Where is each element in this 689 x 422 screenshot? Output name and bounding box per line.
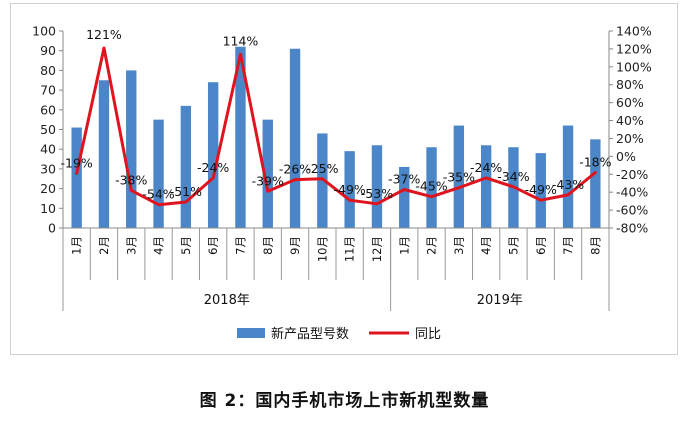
bar (71, 127, 82, 228)
x-tick-label: 7月 (233, 236, 247, 255)
combo-chart: 0 10 20 30 40 50 60 70 80 90 100 -80% -60% -40% -20% 0%… (32, 24, 652, 343)
yoy-data-label: -37% (388, 171, 420, 186)
right-tick-label: 60% (616, 95, 644, 110)
yoy-data-label: -51% (170, 184, 202, 199)
left-tick-label: 10 (40, 201, 56, 216)
yoy-data-label: 114% (223, 33, 259, 48)
x-tick-label: 7月 (561, 236, 575, 255)
left-tick-label: 80 (40, 63, 56, 78)
x-tick-label: 11月 (343, 236, 357, 262)
bar (289, 48, 301, 229)
bar (426, 147, 437, 228)
bar (453, 125, 465, 228)
x-tick-label: 3月 (452, 236, 466, 255)
bar (153, 119, 164, 228)
left-tick-label: 100 (32, 24, 56, 39)
right-tick-label: -60% (616, 203, 648, 218)
yoy-data-label: -49% (334, 182, 366, 197)
yoy-data-label: -34% (497, 169, 529, 184)
bar (344, 151, 355, 228)
x-tick-label: 4月 (479, 236, 493, 255)
yoy-data-label: -19% (61, 155, 93, 170)
yoy-data-label: -53% (361, 186, 393, 201)
x-tick-label: 2月 (97, 236, 111, 255)
yoy-data-label: -18% (579, 154, 611, 169)
yoy-data-label: -35% (443, 170, 475, 185)
legend-line-label: 同比 (415, 327, 441, 342)
yoy-data-label: -25% (306, 161, 338, 176)
yoy-data-label: -24% (197, 160, 229, 175)
yoy-data-label: -49% (525, 182, 557, 197)
left-tick-label: 50 (40, 122, 56, 137)
right-tick-label: -20% (616, 167, 648, 182)
legend-bar-label: 新产品型号数 (271, 326, 349, 342)
left-tick-label: 30 (40, 161, 56, 176)
bar (480, 145, 492, 228)
figure-caption: 图 2：国内手机市场上市新机型数量 (199, 391, 490, 411)
x-tick-label: 12月 (370, 236, 384, 262)
yoy-line (75, 46, 597, 207)
left-tick-label: 60 (40, 102, 56, 117)
x-tick-label: 8月 (588, 236, 602, 255)
bar (590, 139, 601, 228)
left-tick-label: 20 (40, 181, 56, 196)
bar (317, 133, 328, 228)
bar (371, 145, 383, 228)
year-label: 2019年 (477, 293, 523, 308)
x-tick-label: 5月 (179, 236, 193, 255)
yoy-data-label: -26% (279, 162, 311, 177)
x-tick-label: 5月 (506, 236, 520, 255)
right-tick-label: 20% (616, 131, 644, 146)
x-tick-label: 9月 (288, 236, 302, 255)
right-tick-label: 40% (616, 113, 644, 128)
x-tick-label: 1月 (70, 236, 84, 255)
x-tick-label: 10月 (315, 236, 329, 262)
right-tick-label: 80% (616, 77, 644, 92)
yoy-data-label: -39% (252, 173, 284, 188)
x-tick-label: 8月 (261, 236, 275, 255)
x-tick-label: 3月 (124, 236, 138, 255)
chart-frame: 0 10 20 30 40 50 60 70 80 90 100 -80% -60% -40% -20% 0%… (10, 3, 678, 355)
x-tick-label: 4月 (152, 236, 166, 255)
yoy-data-label: -24% (470, 160, 502, 175)
right-tick-label: -80% (616, 221, 648, 236)
bar (399, 166, 410, 228)
yoy-data-label: -54% (142, 187, 174, 202)
x-tick-label: 1月 (397, 236, 411, 255)
right-tick-label: -40% (616, 185, 648, 200)
x-tick-label: 6月 (206, 236, 220, 255)
bar (535, 153, 546, 228)
yoy-data-label: 121% (86, 27, 122, 42)
yoy-data-label: -43% (552, 177, 584, 192)
left-tick-label: 40 (40, 142, 56, 157)
yoy-data-label: -38% (115, 172, 147, 187)
right-tick-label: 0% (616, 149, 636, 164)
bar (207, 82, 219, 228)
legend-bar-swatch (237, 328, 265, 338)
bar (262, 119, 273, 228)
bar (126, 70, 137, 229)
left-tick-label: 0 (48, 221, 56, 236)
x-tick-label: 2月 (425, 236, 439, 255)
x-tick-label: 6月 (534, 236, 548, 255)
bar (235, 46, 246, 229)
right-tick-label: 100% (616, 59, 652, 74)
left-tick-label: 70 (40, 83, 56, 98)
yoy-data-label: -45% (415, 179, 447, 194)
right-tick-label: 120% (616, 41, 652, 56)
left-tick-label: 90 (40, 43, 56, 58)
bar (562, 125, 574, 228)
bar (98, 80, 110, 228)
year-label: 2018年 (204, 293, 250, 308)
bar (180, 105, 192, 228)
right-tick-label: 140% (616, 24, 652, 39)
